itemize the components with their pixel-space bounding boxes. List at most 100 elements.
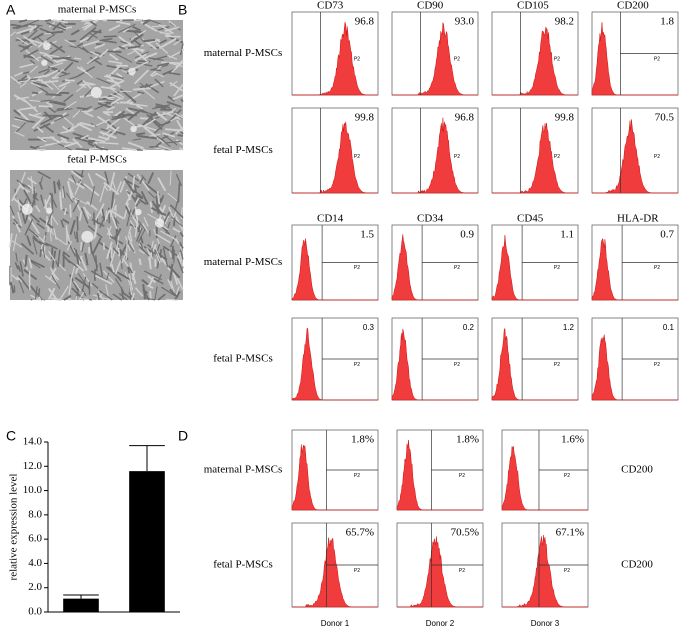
cell xyxy=(159,39,168,45)
cell xyxy=(88,298,92,301)
cell xyxy=(87,142,95,148)
cell xyxy=(164,215,170,225)
cell xyxy=(99,289,113,301)
cell xyxy=(140,147,147,151)
gate-label: P2 xyxy=(654,154,660,160)
cell xyxy=(134,218,139,238)
cell xyxy=(128,225,132,235)
cell xyxy=(103,75,123,81)
cell xyxy=(157,293,166,301)
cell xyxy=(102,270,115,283)
cell xyxy=(115,270,133,282)
cell xyxy=(110,74,124,79)
cell xyxy=(137,228,146,243)
cell xyxy=(97,292,100,301)
cell xyxy=(143,270,163,281)
cell xyxy=(23,98,39,113)
histogram-fill xyxy=(291,444,378,511)
cell xyxy=(141,88,156,100)
cell xyxy=(108,86,125,98)
cell xyxy=(89,56,103,66)
cell xyxy=(51,67,68,75)
gate-label: P2 xyxy=(654,57,660,63)
y-tick-label: 6.0 xyxy=(28,533,42,545)
cell xyxy=(155,25,170,32)
cell xyxy=(69,45,78,49)
cell xyxy=(77,46,94,55)
cell xyxy=(158,23,174,35)
cell xyxy=(63,100,77,110)
cell xyxy=(89,186,95,206)
cell xyxy=(86,108,93,113)
percent-label: 67.1% xyxy=(556,527,584,539)
cell xyxy=(24,254,28,268)
cell xyxy=(97,102,112,109)
cell xyxy=(53,228,57,241)
cell xyxy=(63,295,72,301)
cell xyxy=(107,63,122,78)
cell xyxy=(34,112,42,116)
histogram: P2 1.8 xyxy=(591,11,679,96)
cell xyxy=(105,116,123,130)
bright-cell xyxy=(135,208,142,216)
cell xyxy=(110,192,115,209)
cell xyxy=(151,277,164,285)
cell xyxy=(38,240,49,247)
cell xyxy=(75,148,90,151)
cell xyxy=(22,29,38,45)
cell xyxy=(130,202,139,217)
cell xyxy=(167,192,178,202)
cell xyxy=(40,79,54,90)
cell xyxy=(132,138,142,141)
cell xyxy=(84,88,94,98)
histogram-fill xyxy=(502,535,588,608)
histogram-fill xyxy=(591,237,678,301)
cell xyxy=(49,227,52,242)
cell xyxy=(176,59,184,68)
cell xyxy=(72,132,89,140)
cell xyxy=(89,50,100,56)
histogram: P2 1.2 xyxy=(491,317,579,401)
cell xyxy=(132,25,141,32)
donor-label: Donor 3 xyxy=(531,619,560,628)
cell xyxy=(11,215,21,233)
cell xyxy=(106,227,113,237)
cell xyxy=(129,103,148,107)
cell xyxy=(82,273,93,287)
cell xyxy=(172,270,179,286)
cell xyxy=(82,39,103,47)
cell xyxy=(172,94,184,101)
cell xyxy=(76,42,84,48)
cell xyxy=(141,278,149,286)
cell xyxy=(127,45,141,50)
cell xyxy=(88,137,106,143)
histogram: P2 99.8 xyxy=(291,107,379,194)
percent-label: 70.5 xyxy=(655,112,675,124)
cell xyxy=(62,185,66,199)
cell xyxy=(46,30,64,35)
cell xyxy=(95,203,105,221)
cell xyxy=(49,192,58,208)
percent-label: 98.2 xyxy=(555,16,574,28)
cell xyxy=(98,141,119,145)
cell xyxy=(180,98,184,103)
error-bar xyxy=(129,445,165,472)
cell xyxy=(18,275,31,290)
marker-label: CD105 xyxy=(517,0,549,12)
gate-label: P2 xyxy=(459,473,465,479)
cell xyxy=(169,170,172,186)
cell xyxy=(11,183,22,202)
cell xyxy=(175,238,179,245)
cell xyxy=(160,230,174,240)
cell xyxy=(49,266,58,284)
y-tick-label: 10.0 xyxy=(23,484,43,496)
cell xyxy=(36,148,46,151)
cell xyxy=(98,96,115,99)
cell xyxy=(126,91,144,103)
bright-cell xyxy=(130,125,137,133)
histogram-fill xyxy=(292,22,378,96)
cell xyxy=(153,55,168,61)
cell xyxy=(21,74,28,81)
cell xyxy=(157,273,162,283)
